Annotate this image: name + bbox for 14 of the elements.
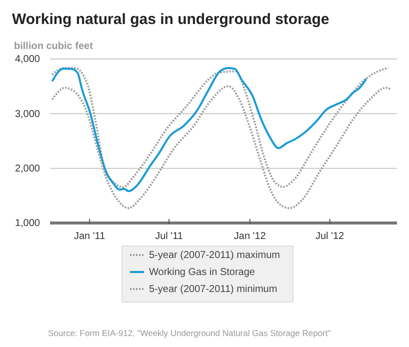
- y-tick-label: 4,000: [14, 54, 40, 66]
- y-tick-label: 1,000: [14, 218, 40, 230]
- y-tick-label: 2,000: [14, 164, 40, 175]
- x-tick-label: Jul '12: [316, 231, 345, 242]
- x-tick-label: Jul '11: [155, 231, 184, 242]
- chart-title: Working natural gas in underground storage: [12, 11, 330, 28]
- legend-label: 5-year (2007-2011) maximum: [149, 250, 280, 261]
- legend-label: Working Gas in Storage: [149, 267, 256, 278]
- y-axis-title: billion cubic feet: [14, 41, 94, 52]
- y-tick-label: 3,000: [14, 108, 40, 120]
- x-tick-label: Jan '12: [234, 231, 266, 242]
- x-tick-label: Jan '11: [74, 231, 106, 242]
- legend-label: 5-year (2007-2011) minimum: [149, 284, 278, 295]
- source-note: Source: Form EIA-912, "Weekly Underground Natural Gas Storage Report": [48, 328, 331, 338]
